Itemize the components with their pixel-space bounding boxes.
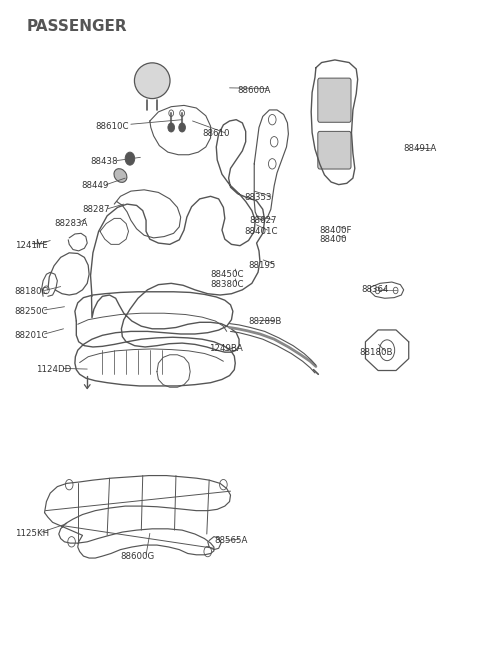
Text: PASSENGER: PASSENGER	[26, 19, 127, 34]
Ellipse shape	[114, 169, 127, 182]
Text: 88400: 88400	[320, 234, 347, 244]
Text: 88380C: 88380C	[211, 280, 244, 289]
Text: 88353: 88353	[245, 193, 272, 202]
Text: 1125KH: 1125KH	[14, 529, 49, 538]
Text: 88627: 88627	[250, 217, 277, 225]
Text: 1241YE: 1241YE	[14, 240, 48, 250]
Circle shape	[168, 123, 175, 132]
Circle shape	[179, 123, 185, 132]
FancyBboxPatch shape	[318, 78, 351, 122]
Text: 88250C: 88250C	[14, 307, 48, 316]
Text: 88610C: 88610C	[96, 122, 129, 130]
Text: 88450C: 88450C	[211, 271, 244, 280]
Text: 88401C: 88401C	[245, 227, 278, 236]
Text: 88289B: 88289B	[249, 316, 282, 326]
Text: 88438: 88438	[91, 157, 118, 166]
Text: 88180C: 88180C	[14, 288, 48, 296]
Text: 88180B: 88180B	[360, 348, 393, 357]
Text: 88201C: 88201C	[14, 331, 48, 340]
Text: 88283A: 88283A	[54, 219, 87, 228]
Text: 88400F: 88400F	[320, 225, 352, 234]
Text: 1124DD: 1124DD	[36, 365, 71, 374]
Text: 88610: 88610	[202, 130, 229, 138]
Text: 1249BA: 1249BA	[209, 344, 243, 353]
Text: 88287: 88287	[83, 205, 110, 214]
Ellipse shape	[134, 63, 170, 98]
Text: 88565A: 88565A	[214, 536, 247, 545]
Text: 88600A: 88600A	[238, 86, 271, 95]
Text: 88449: 88449	[81, 181, 108, 191]
Text: 88364: 88364	[361, 286, 388, 294]
Circle shape	[125, 152, 135, 165]
Text: 88600G: 88600G	[120, 552, 155, 561]
Text: 88491A: 88491A	[404, 144, 437, 153]
FancyBboxPatch shape	[318, 132, 351, 169]
Text: 88195: 88195	[249, 261, 276, 270]
